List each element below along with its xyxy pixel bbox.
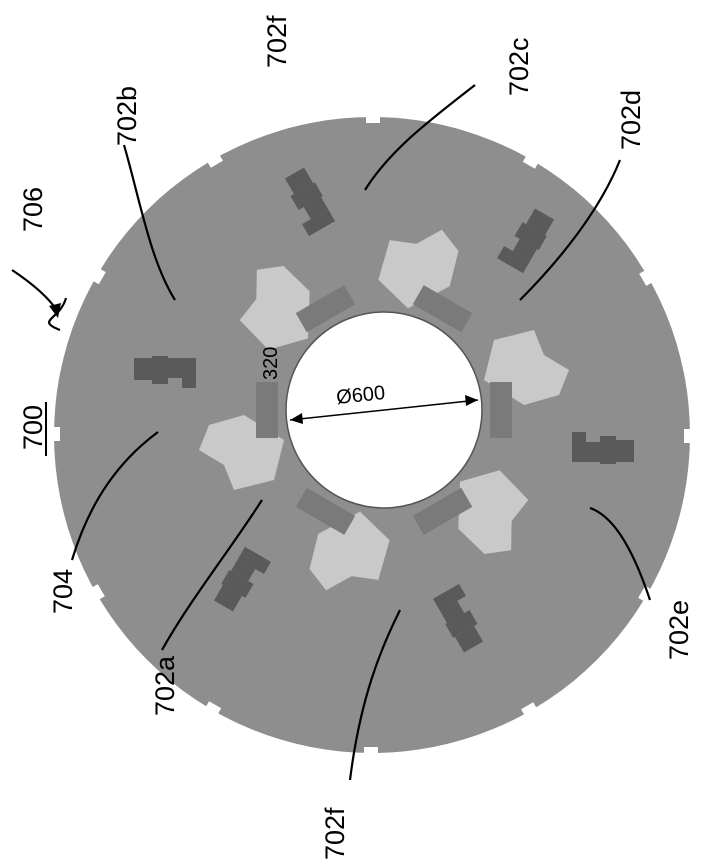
label-702a: 702a bbox=[150, 655, 180, 716]
label-706: 706 bbox=[18, 187, 48, 232]
coil-block bbox=[152, 356, 168, 384]
coil-block bbox=[134, 358, 152, 380]
assembly-arrow-706 bbox=[12, 270, 61, 318]
label-702c: 702c bbox=[504, 37, 534, 96]
slot-dimension-label: 320 bbox=[260, 347, 282, 380]
label-700: 700 bbox=[18, 405, 48, 450]
pole-tooth bbox=[490, 382, 512, 438]
label-702d: 702d bbox=[616, 90, 646, 150]
coil-block bbox=[600, 436, 616, 464]
coil-block bbox=[616, 440, 634, 462]
label-704: 704 bbox=[48, 569, 78, 614]
coil-block bbox=[572, 432, 586, 462]
label-702e: 702e bbox=[664, 600, 694, 660]
coil-block bbox=[182, 358, 196, 388]
coil-block bbox=[586, 442, 600, 462]
label-702f-top: 702f bbox=[262, 15, 292, 68]
coil-block bbox=[168, 358, 182, 378]
pole-tooth bbox=[256, 382, 278, 438]
label-702b: 702b bbox=[112, 86, 142, 146]
label-702f-bottom: 702f bbox=[320, 807, 350, 860]
